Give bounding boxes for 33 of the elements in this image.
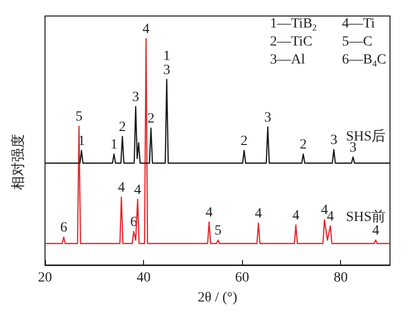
annotation: 3—Al (270, 52, 306, 68)
annotation: 4 (372, 224, 380, 239)
annotation: 4 (206, 205, 213, 220)
annotation: 6 (60, 220, 68, 236)
annotation: 2—TiC (270, 34, 312, 50)
x-tick-label: 40 (136, 270, 151, 286)
annotation: 4 (326, 209, 334, 224)
annotation: 3 (132, 90, 140, 106)
annotation: 1 (78, 134, 85, 149)
annotation: 5—C (342, 34, 372, 50)
series-label: SHS前 (346, 208, 386, 225)
annotation: 1 (110, 138, 118, 153)
annotation: 4 (134, 182, 142, 198)
x-axis-title: 2θ / (°) (198, 290, 238, 306)
annotation: 4 (320, 203, 328, 218)
annotation: 3 (330, 133, 338, 148)
annotation: 5 (214, 224, 222, 239)
annotation: 4 (254, 206, 262, 222)
annotation: 5 (76, 110, 83, 125)
annotation: 2 (118, 120, 126, 135)
x-tick-label: 20 (38, 270, 52, 286)
annotation: 4 (118, 180, 125, 196)
text: 4—Ti (342, 16, 376, 32)
annotation: 2 (300, 138, 307, 153)
x-tick-label: 60 (235, 270, 250, 286)
annotation: 3 (264, 110, 272, 126)
y-axis-title: 相对强度 (10, 134, 26, 190)
annotation: 1 3 (163, 48, 170, 78)
annotation: 2 (240, 134, 248, 149)
x-tick-label: 80 (334, 270, 348, 286)
annotation: 2 (147, 112, 154, 127)
annotation: 4 (142, 22, 150, 38)
annotation: 4 (292, 208, 300, 224)
